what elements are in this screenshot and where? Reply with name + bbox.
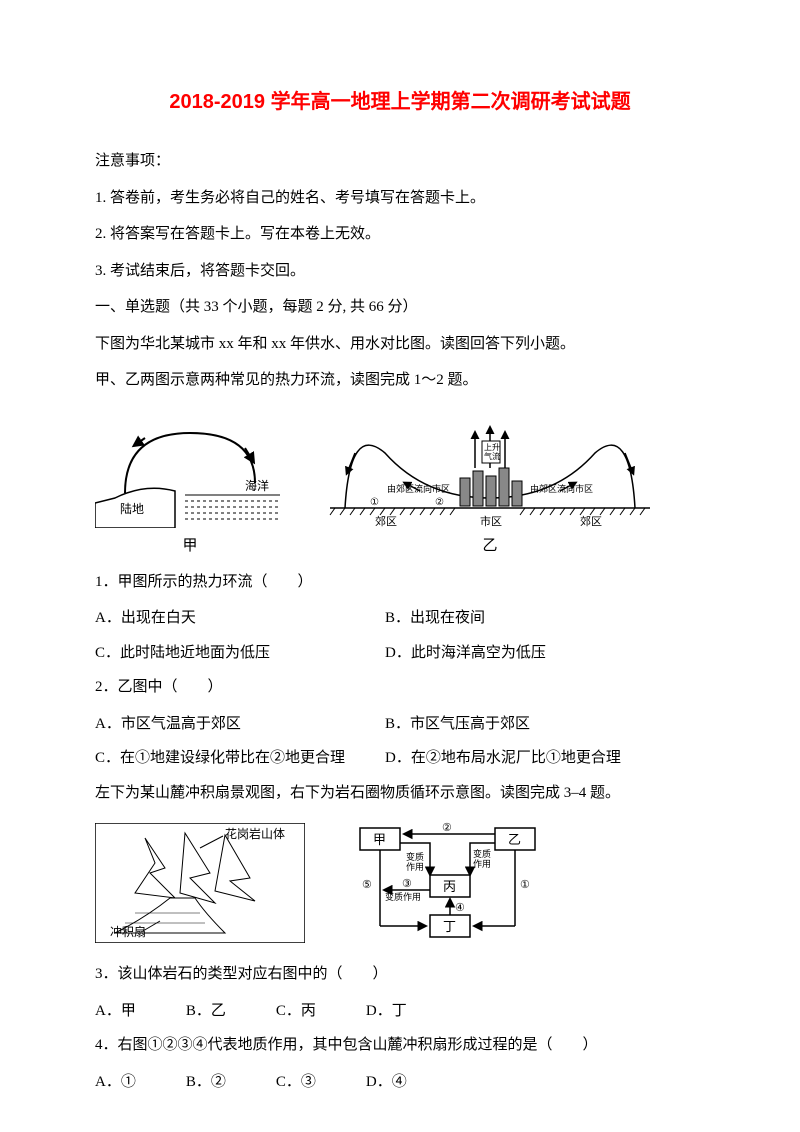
notice-3: 3. 考试结束后，将答题卡交回。 (95, 254, 705, 289)
metamorphism-label-3: 变质 (473, 848, 491, 859)
q1-option-a: A．出现在白天 (95, 601, 385, 636)
arrow-one: ① (520, 879, 530, 891)
city-label: 市区 (480, 514, 502, 528)
alluvial-fan-diagram: 花岗岩山体 冲积扇 (95, 823, 305, 943)
q1-option-b: B．出现在夜间 (385, 601, 485, 636)
rising-air-label2: 气流 (484, 451, 500, 461)
exam-title: 2018-2019 学年高一地理上学期第二次调研考试试题 (95, 85, 705, 114)
metamorphism-label-4: 作用 (473, 858, 491, 869)
arrow-three: ③ (402, 878, 412, 890)
figure-yi: 上升 气流 由郊区流向市区 由郊区流向市区 ① ② 郊区 市区 郊区 乙 (325, 413, 655, 555)
q3-option-d: D．丁 (366, 994, 407, 1029)
metamorphism-label-1: 变质 (406, 851, 424, 862)
q1-option-c: C．此时陆地近地面为低压 (95, 636, 385, 671)
granite-label: 花岗岩山体 (225, 826, 285, 841)
figure-jia: 陆地 海洋 甲 (95, 413, 285, 555)
q4-option-d: D．④ (366, 1065, 407, 1100)
q2-option-d: D．在②地布局水泥厂比①地更合理 (385, 741, 621, 776)
flow-label-left: 由郊区流向市区 (387, 483, 450, 494)
rising-air-label: 上升 (484, 443, 500, 452)
figure-caption-yi: 乙 (482, 534, 497, 555)
q3-option-a: A．甲 (95, 994, 136, 1029)
q2-stem: 2．乙图中（ ） (95, 670, 705, 705)
suburb-label-right: 郊区 (580, 515, 602, 528)
q1-option-d: D．此时海洋高空为低压 (385, 636, 546, 671)
q1-stem: 1．甲图所示的热力环流（ ） (95, 565, 705, 600)
marker-one: ① (370, 497, 379, 508)
figure-caption-jia: 甲 (182, 534, 197, 555)
urban-heat-island-diagram-yi: 上升 气流 由郊区流向市区 由郊区流向市区 ① ② 郊区 市区 郊区 (325, 413, 655, 528)
q4-stem: 4．右图①②③④代表地质作用，其中包含山麓冲积扇形成过程的是（ ） (95, 1028, 705, 1063)
notice-2: 2. 将答案写在答题卡上。写在本卷上无效。 (95, 217, 705, 252)
arrow-four: ④ (455, 902, 465, 914)
q4-option-b: B．② (186, 1065, 226, 1100)
notice-heading: 注意事项： (95, 144, 705, 179)
flow-label-right: 由郊区流向市区 (530, 483, 593, 494)
marker-two: ② (435, 497, 444, 508)
q3-stem: 3．该山体岩石的类型对应右图中的（ ） (95, 957, 705, 992)
box-bing: 丙 (443, 879, 456, 894)
section-heading: 一、单选题（共 33 个小题，每题 2 分, 共 66 分） (95, 290, 705, 325)
q2-option-c: C．在①地建设绿化带比在②地更合理 (95, 741, 385, 776)
q2-option-b: B．市区气压高于郊区 (385, 707, 530, 742)
q4-option-a: A．① (95, 1065, 136, 1100)
arrow-two: ② (442, 822, 452, 834)
suburb-label-left: 郊区 (375, 515, 397, 528)
q3-option-c: C．丙 (276, 994, 316, 1029)
box-yi: 乙 (508, 832, 521, 847)
metamorphism-label-2: 作用 (406, 861, 424, 872)
ocean-label: 海洋 (245, 478, 269, 493)
q2-option-a: A．市区气温高于郊区 (95, 707, 385, 742)
rock-cycle-diagram: 甲 乙 丙 丁 ② 变质 作用 变质 作用 ① ⑤ 变质作用 ③ ④ (330, 820, 560, 945)
fan-label: 冲积扇 (110, 924, 146, 939)
q4-option-c: C．③ (276, 1065, 316, 1100)
notice-1: 1. 答卷前，考生务必将自己的姓名、考号填写在答题卡上。 (95, 181, 705, 216)
intro-text-2: 甲、乙两图示意两种常见的热力环流，读图完成 1～2 题。 (95, 363, 705, 398)
intro-text-1: 下图为华北某城市 xx 年和 xx 年供水、用水对比图。读图回答下列小题。 (95, 327, 705, 362)
land-label: 陆地 (120, 501, 144, 516)
q3-option-b: B．乙 (186, 994, 226, 1029)
arrow-five: ⑤ (362, 879, 372, 891)
box-jia: 甲 (373, 832, 386, 847)
metamorphism-label-5: 变质作用 (385, 891, 421, 902)
intro-text-3: 左下为某山麓冲积扇景观图，右下为岩石圈物质循环示意图。读图完成 3–4 题。 (95, 776, 705, 811)
figure-row-2: 花岗岩山体 冲积扇 甲 乙 丙 丁 ② 变质 作用 变质 作用 ① ⑤ 变质作用 (95, 820, 705, 945)
thermal-circulation-diagram-jia: 陆地 海洋 (95, 413, 285, 528)
figure-row-1: 陆地 海洋 甲 上升 气流 (95, 413, 705, 555)
box-ding: 丁 (443, 919, 456, 934)
